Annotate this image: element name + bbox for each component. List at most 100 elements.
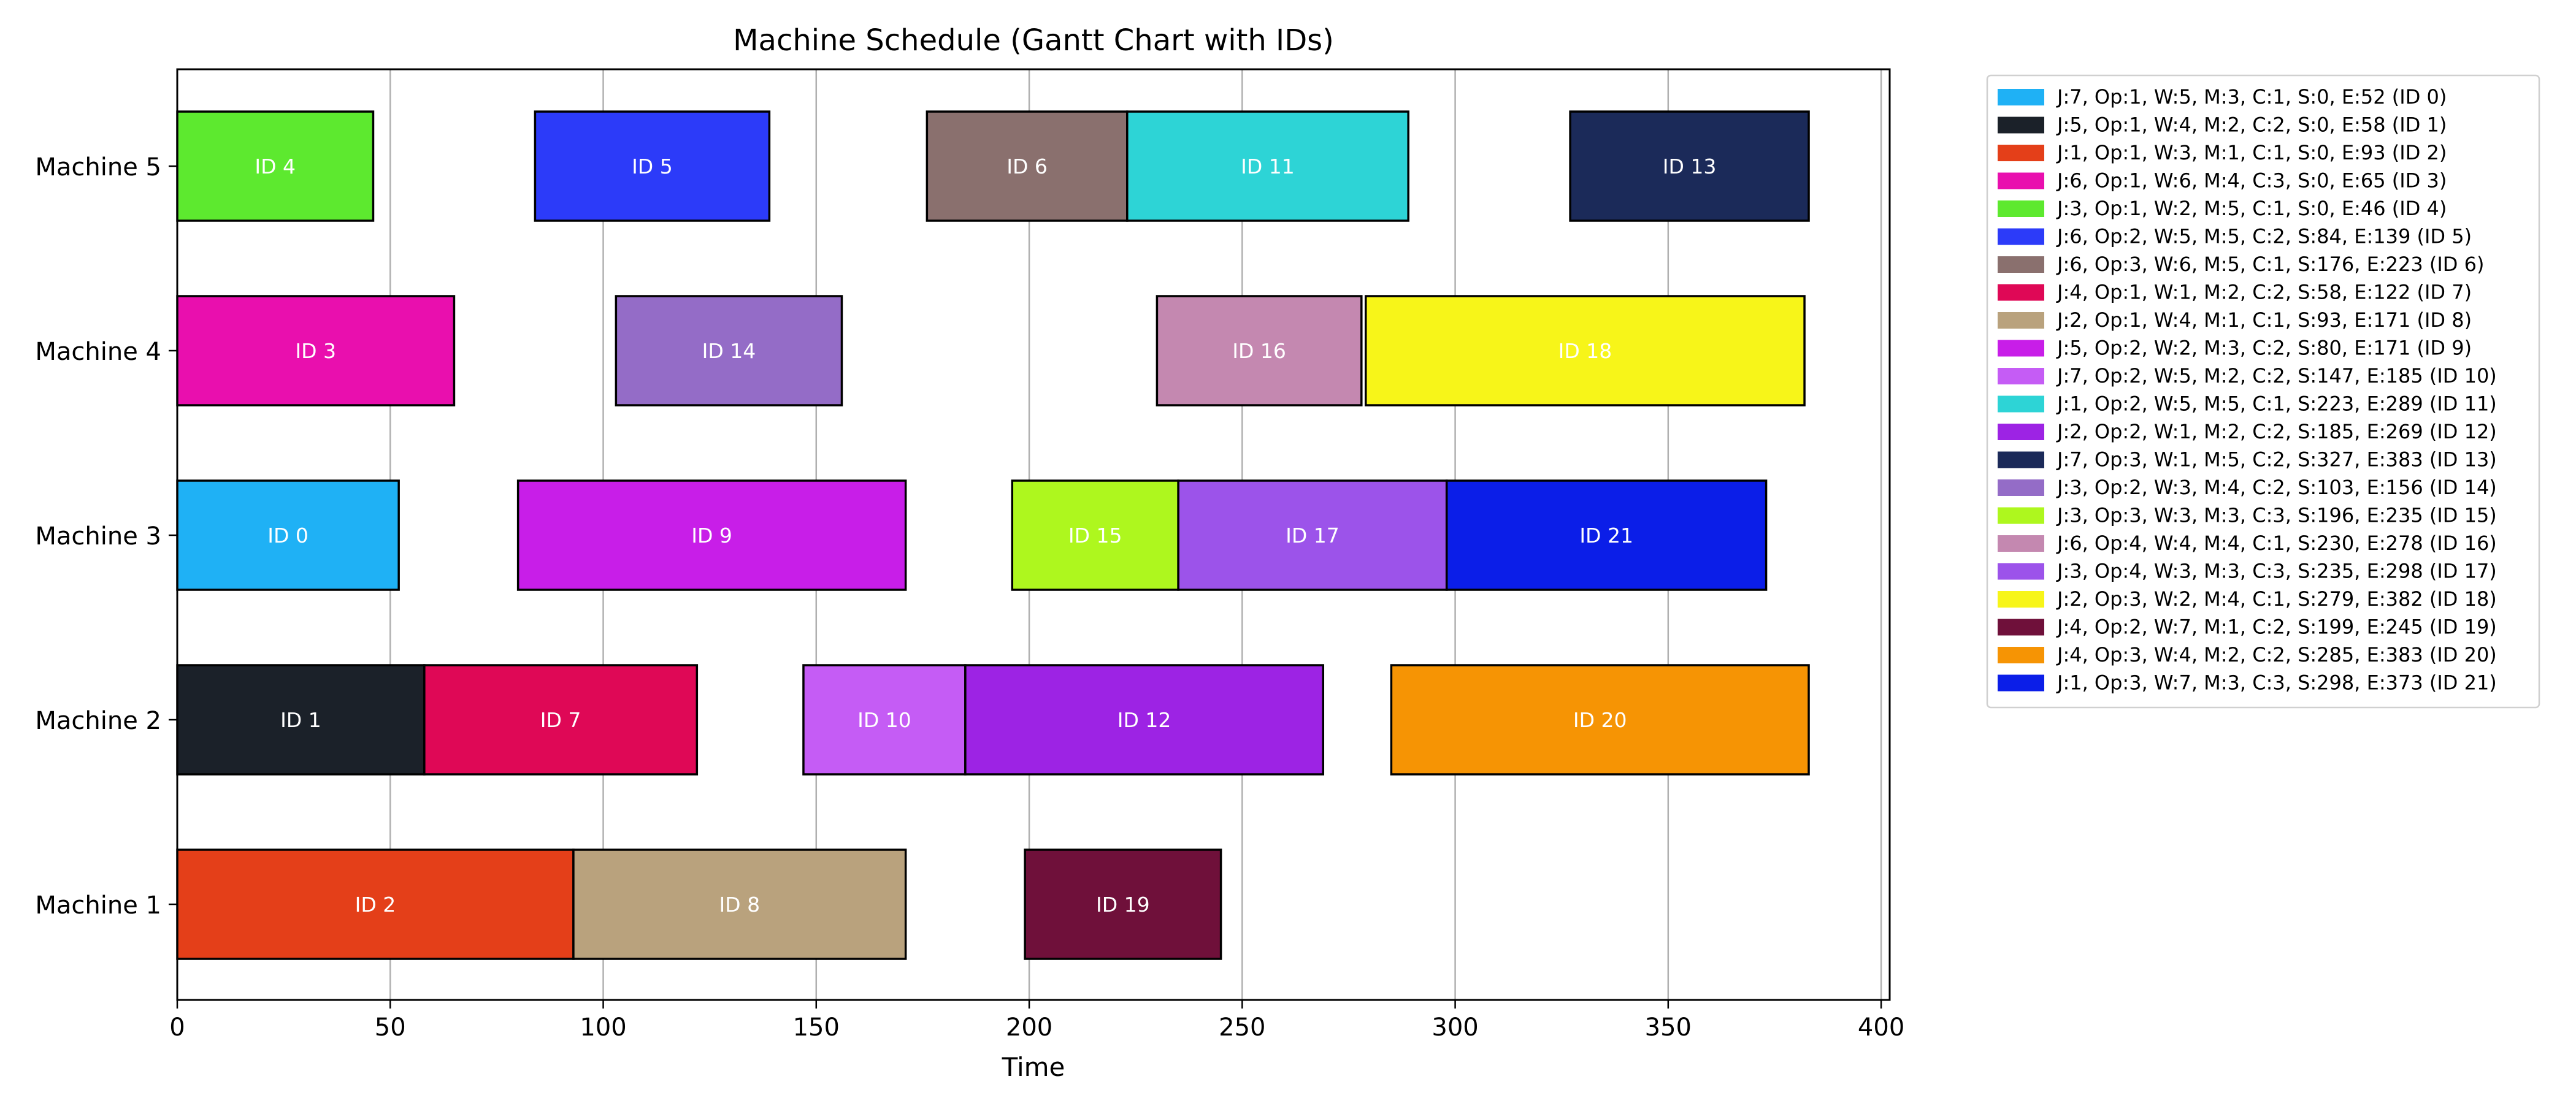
legend-entry: J:2, Op:2, W:1, M:2, C:2, S:185, E:269 (… <box>2056 420 2497 443</box>
x-tick-label: 100 <box>580 1013 626 1042</box>
legend-swatch <box>1998 451 2044 468</box>
task-label: ID 7 <box>540 708 581 732</box>
task-bar <box>534 110 771 222</box>
task-bar <box>926 110 1129 222</box>
task-label: ID 19 <box>1096 893 1150 917</box>
task-label: ID 2 <box>355 893 396 917</box>
task-label: ID 20 <box>1573 708 1627 732</box>
legend-swatch <box>1998 507 2044 524</box>
task-bar <box>423 664 699 776</box>
task-label: ID 6 <box>1006 154 1048 178</box>
y-tick-label: Machine 4 <box>35 338 161 366</box>
legend-entry: J:6, Op:4, W:4, M:4, C:1, S:230, E:278 (… <box>2056 532 2497 555</box>
task-label: ID 14 <box>702 339 756 363</box>
x-tick-label: 200 <box>1006 1013 1052 1042</box>
task-bar <box>802 664 967 776</box>
legend-swatch <box>1998 172 2044 189</box>
task-label: ID 0 <box>267 524 309 547</box>
legend-swatch <box>1998 284 2044 301</box>
task-label: ID 1 <box>280 708 321 732</box>
x-tick-label: 350 <box>1645 1013 1692 1042</box>
legend-swatch <box>1998 647 2044 663</box>
legend-entry: J:3, Op:2, W:3, M:4, C:2, S:103, E:156 (… <box>2056 476 2497 499</box>
legend-entry: J:3, Op:3, W:3, M:3, C:3, S:196, E:235 (… <box>2056 504 2497 527</box>
x-tick-label: 300 <box>1432 1013 1478 1042</box>
task-label: ID 8 <box>719 893 760 917</box>
legend-entry: J:5, Op:1, W:4, M:2, C:2, S:0, E:58 (ID … <box>2056 113 2447 137</box>
legend-swatch <box>1998 563 2044 580</box>
task-label: ID 21 <box>1579 524 1633 547</box>
task-label: ID 17 <box>1286 524 1340 547</box>
legend-swatch <box>1998 479 2044 496</box>
legend-entry: J:4, Op:1, W:1, M:2, C:2, S:58, E:122 (I… <box>2056 281 2472 304</box>
y-tick-label: Machine 3 <box>35 522 161 551</box>
task-label: ID 18 <box>1558 339 1612 363</box>
task-bar <box>1011 479 1179 591</box>
legend-entry: J:2, Op:3, W:2, M:4, C:1, S:279, E:382 (… <box>2056 587 2497 611</box>
legend-entry: J:7, Op:3, W:1, M:5, C:2, S:327, E:383 (… <box>2056 448 2497 471</box>
task-bar <box>1024 849 1222 960</box>
x-tick-label: 150 <box>793 1013 840 1042</box>
legend-swatch <box>1998 368 2044 384</box>
legend-entry: J:6, Op:1, W:6, M:4, C:3, S:0, E:65 (ID … <box>2056 169 2447 193</box>
legend-frame <box>1986 74 2540 709</box>
task-label: ID 13 <box>1663 154 1717 178</box>
x-tick-label: 250 <box>1219 1013 1265 1042</box>
legend-entry: J:7, Op:2, W:5, M:2, C:2, S:147, E:185 (… <box>2056 364 2497 387</box>
task-label: ID 3 <box>295 339 336 363</box>
task-bar <box>572 849 907 960</box>
legend-swatch <box>1998 535 2044 552</box>
task-bar <box>1177 479 1448 591</box>
x-tick-label: 400 <box>1858 1013 1904 1042</box>
legend-swatch <box>1998 116 2044 134</box>
legend-swatch <box>1998 312 2044 329</box>
task-bar <box>1569 110 1810 222</box>
chart-title: Machine Schedule (Gantt Chart with IDs) <box>733 23 1334 58</box>
task-bar <box>176 110 375 222</box>
y-tick-label: Machine 5 <box>35 153 161 181</box>
legend-swatch <box>1998 424 2044 440</box>
legend-swatch <box>1998 228 2044 245</box>
legend-entry: J:6, Op:3, W:6, M:5, C:1, S:176, E:223 (… <box>2056 253 2484 276</box>
task-bar <box>176 295 456 406</box>
task-bar <box>516 479 907 591</box>
legend: J:7, Op:1, W:5, M:3, C:1, S:0, E:52 (ID … <box>1986 74 2540 709</box>
legend-swatch <box>1998 256 2044 273</box>
legend-entry: J:3, Op:1, W:2, M:5, C:1, S:0, E:46 (ID … <box>2056 197 2447 220</box>
task-label: ID 9 <box>691 524 732 547</box>
legend-swatch <box>1998 89 2044 105</box>
legend-swatch <box>1998 145 2044 161</box>
legend-swatch <box>1998 591 2044 608</box>
legend-entry: J:4, Op:3, W:4, M:2, C:2, S:285, E:383 (… <box>2056 643 2497 666</box>
bars-layer: ID 0 ID 1 ID 2 ID 3 ID 4 ID 5 ID 6 ID 7 ID 8 ID 9… <box>176 110 1810 960</box>
task-bar <box>1390 664 1810 776</box>
task-bar <box>964 664 1325 776</box>
legend-entry: J:4, Op:2, W:7, M:1, C:2, S:199, E:245 (… <box>2056 616 2497 639</box>
task-bar <box>176 849 575 960</box>
x-tick-label: 0 <box>169 1013 185 1042</box>
task-label: ID 10 <box>857 708 911 732</box>
task-bar <box>1445 479 1768 591</box>
task-bar <box>1126 110 1409 222</box>
task-label: ID 11 <box>1241 154 1295 178</box>
legend-swatch <box>1998 200 2044 217</box>
x-axis-label: Time <box>1002 1052 1065 1082</box>
legend-entry: J:3, Op:4, W:3, M:3, C:3, S:235, E:298 (… <box>2056 560 2497 583</box>
legend-entry: J:7, Op:1, W:5, M:3, C:1, S:0, E:52 (ID … <box>2056 85 2447 109</box>
legend-entry: J:5, Op:2, W:2, M:3, C:2, S:80, E:171 (I… <box>2056 337 2472 360</box>
task-label: ID 15 <box>1068 524 1122 547</box>
x-tick-label: 50 <box>375 1013 406 1042</box>
task-label: ID 4 <box>255 154 296 178</box>
y-tick-label: Machine 2 <box>35 707 161 735</box>
legend-swatch <box>1998 395 2044 413</box>
legend-entry: J:2, Op:1, W:4, M:1, C:1, S:93, E:171 (I… <box>2056 308 2472 332</box>
y-tick-label: Machine 1 <box>35 891 161 920</box>
task-bar <box>615 295 843 406</box>
task-bar <box>176 479 400 591</box>
legend-swatch <box>1998 619 2044 636</box>
legend-entry: J:1, Op:3, W:7, M:3, C:3, S:298, E:373 (… <box>2056 671 2497 695</box>
legend-entry: J:6, Op:2, W:5, M:5, C:2, S:84, E:139 (I… <box>2056 225 2472 248</box>
legend-entry: J:1, Op:2, W:5, M:5, C:1, S:223, E:289 (… <box>2056 392 2497 416</box>
